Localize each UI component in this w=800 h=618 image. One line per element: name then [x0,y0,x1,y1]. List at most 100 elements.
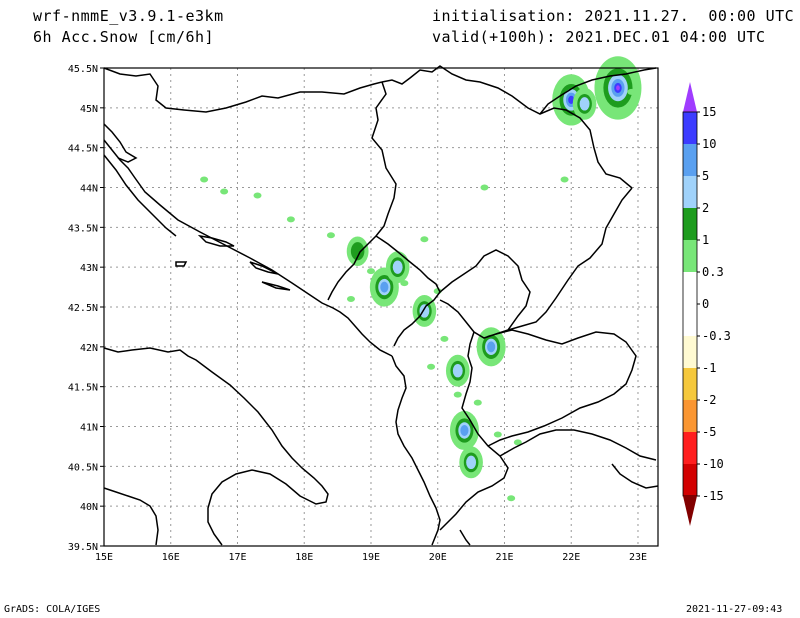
border-macedonia [487,329,637,447]
colorbar-segment [683,272,697,304]
footer-credit: GrADS: COLA/IGES [4,604,101,615]
colorbar-label: -5 [702,425,716,439]
snow-patch [400,280,409,287]
lat-tick-label: 39.5N [68,542,98,553]
coastline-italy-south [103,487,159,546]
border-bosnia-east [327,81,397,301]
colorbar-segment [683,112,697,144]
lat-tick-label: 43N [80,263,98,274]
colorbar-segment [683,208,697,240]
snow-patch [493,431,502,438]
lon-tick-label: 20E [429,552,447,563]
border-greece-north [499,429,657,461]
colorbar-segment [683,240,697,272]
lat-tick-label: 45.5N [68,64,98,75]
colorbar-segment [683,464,697,496]
island-2 [249,261,279,275]
snow-patch [473,399,482,406]
snow-patch [346,296,355,303]
border-bosnia-croatia [103,67,383,113]
border-romania [539,67,657,115]
coastlines-borders [103,65,659,546]
colorbar-label: 0.3 [702,265,724,279]
border-kosovo [439,249,531,339]
island-4 [175,261,188,267]
lon-tick-label: 21E [495,552,513,563]
colorbar-label: -0.3 [702,329,731,343]
snow-contour [466,455,477,470]
snow-patch [513,439,522,446]
longitude-labels: 15E 16E 17E 18E 19E 20E 21E 22E 23E [95,552,647,563]
snow-contour [452,364,463,378]
snow-contour [350,242,365,261]
snow-contour [419,304,430,318]
colorbar-label: 2 [702,201,709,215]
lat-tick-label: 45N [80,104,98,115]
snow-patch [440,335,449,342]
snow-patch [560,176,569,183]
lat-tick-label: 40N [80,502,98,513]
coast-istria-east [103,154,177,237]
colorbar-segment [683,400,697,432]
snow-contour [616,85,620,91]
snow-patch [366,268,375,275]
colorbar-label: -10 [702,457,724,471]
lon-tick-label: 16E [162,552,180,563]
coastline-italy [103,347,329,546]
model-title: wrf-nmmE_v3.9.1-e3km [33,7,224,25]
lon-tick-label: 22E [562,552,580,563]
lat-tick-label: 41.5N [68,383,98,394]
lon-tick-label: 23E [629,552,647,563]
colorbar-segment [683,432,697,464]
lon-tick-label: 17E [228,552,246,563]
field-title: 6h Acc.Snow [cm/6h] [33,28,215,46]
island-3 [261,281,291,291]
latitude-labels: 39.5N 40N 40.5N 41N 41.5N 42N 42.5N 43N 43.5N 44N… [68,64,104,553]
snow-patch [627,88,636,95]
island-1 [197,234,235,247]
coastline-adriatic-north [103,139,393,357]
colorbar-label: 10 [702,137,716,151]
coastline-albania [391,355,441,546]
colorbar-bottom-arrow [683,496,697,526]
snow-patch [253,192,262,199]
snow-patch [326,232,335,239]
colorbar-label: 0 [702,297,709,311]
colorbar-segment [683,368,697,400]
lon-tick-label: 18E [295,552,313,563]
colorbar-segment [683,336,697,368]
lon-tick-label: 15E [95,552,113,563]
lat-tick-label: 41N [80,423,98,434]
snow-patch [427,363,436,370]
valid-time: valid(+100h): 2021.DEC.01 04:00 UTC [432,28,766,46]
colorbar-top-arrow [683,82,697,112]
lat-tick-label: 44N [80,184,98,195]
colorbar-label: -2 [702,393,716,407]
snow-contour [568,95,575,104]
snow-contour [579,97,590,111]
snow-contour [487,341,496,353]
colorbar-segment [683,144,697,176]
snow-patch [420,236,429,243]
colorbar-label: 1 [702,233,709,247]
lon-tick-label: 19E [362,552,380,563]
lat-tick-label: 40.5N [68,462,98,473]
colorbar-label: 15 [702,105,716,119]
colorbar: 15 10 5 2 1 0.3 0 -0.3 -1 -2 -5 -10 -15 [682,82,731,526]
border-serbia-bulgaria [507,187,633,331]
colorbar-label: 5 [702,169,709,183]
graticule [104,68,658,546]
snow-contour [460,425,469,436]
colorbar-label: -1 [702,361,716,375]
coast-greece-2 [459,529,471,546]
snow-patch [220,188,229,195]
init-time: initialisation: 2021.11.27. 00:00 UTC [432,7,795,25]
snow-patch [200,176,209,183]
coast-greece [611,463,659,489]
lat-tick-label: 44.5N [68,144,98,155]
border-serbia-north [381,65,633,189]
snow-patch [286,216,295,223]
snow-contour [392,260,403,274]
footer-timestamp: 2021-11-27-09:43 [686,604,783,615]
